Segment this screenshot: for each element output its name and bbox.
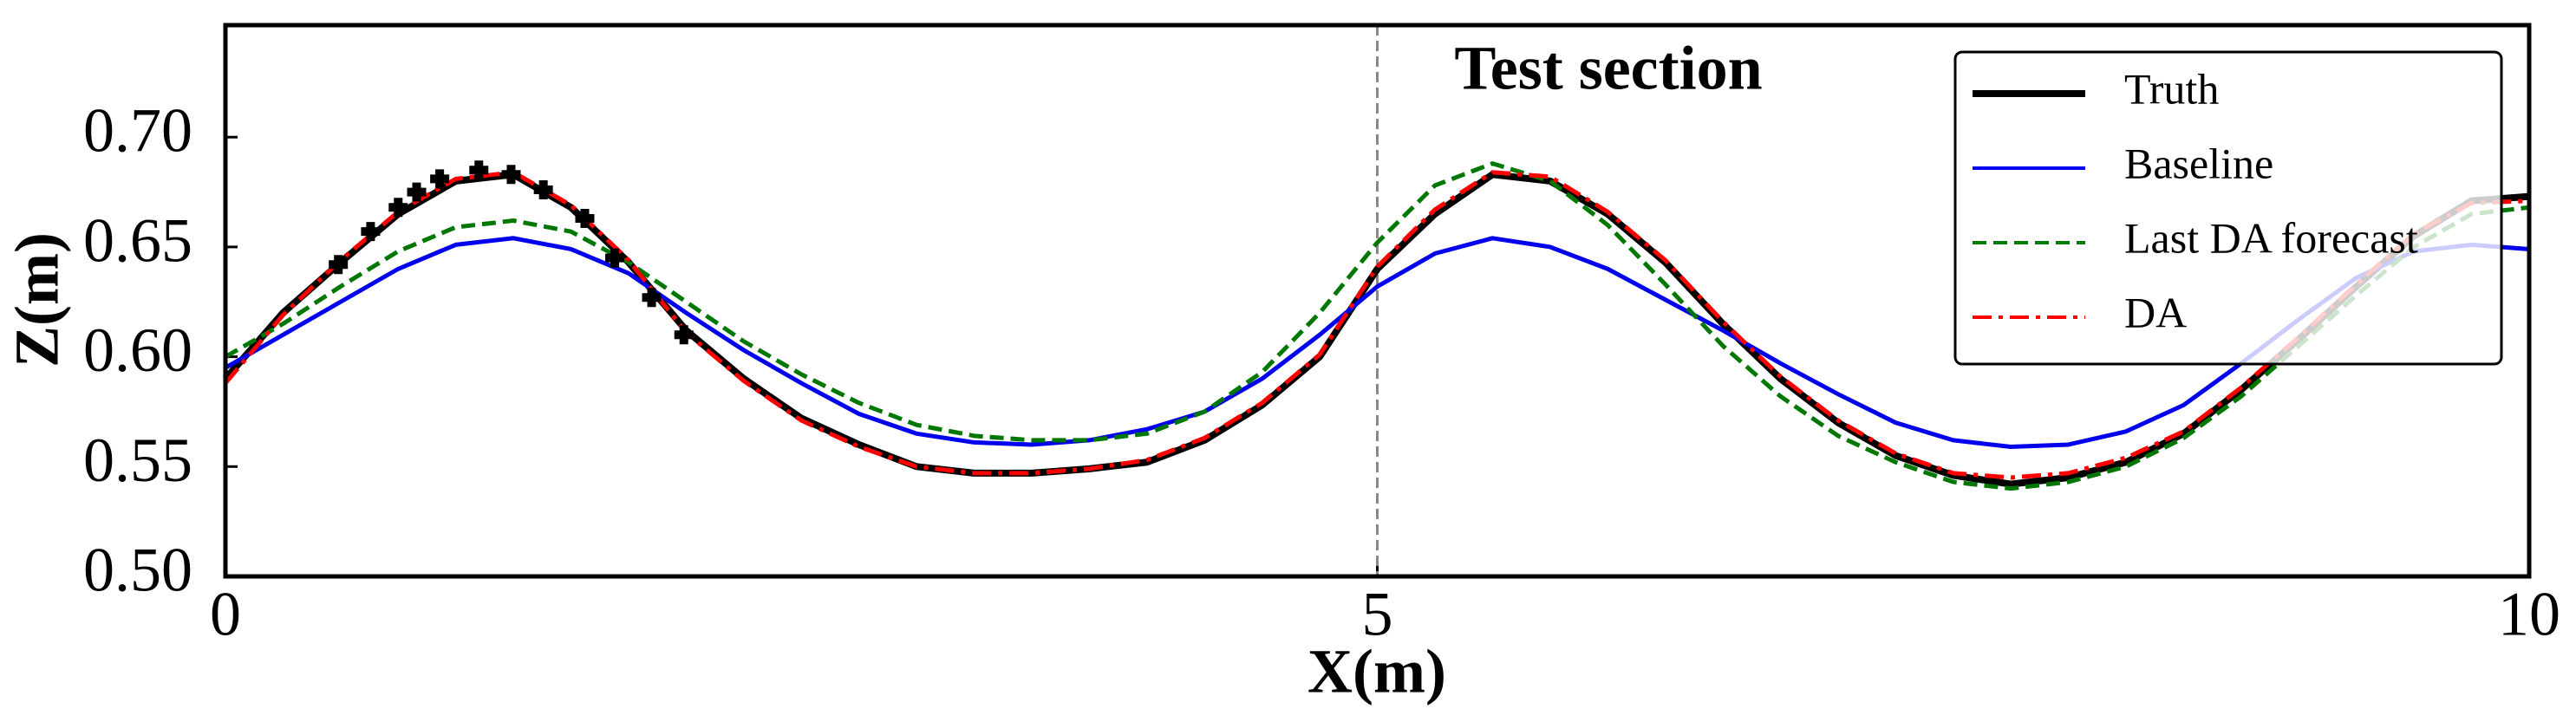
observation-marker — [388, 198, 408, 218]
legend-box — [1953, 50, 2503, 366]
observation-marker — [605, 248, 625, 268]
y-tick-label: 0.50 — [83, 536, 192, 605]
observation-marker — [533, 180, 553, 200]
x-tick-label: 5 — [1362, 580, 1393, 649]
x-tick-label: 10 — [2498, 580, 2560, 649]
series-line — [224, 161, 2530, 491]
y-tick-label: 0.70 — [83, 96, 192, 166]
y-tick-label: 0.65 — [83, 205, 192, 275]
observation-marker — [361, 222, 381, 242]
legend-label: Last DA forecast — [2124, 213, 2418, 262]
observation-marker — [674, 325, 694, 345]
x-tick-label: 0 — [210, 580, 241, 649]
annotation: Test section — [1454, 34, 1762, 103]
y-tick-label: 0.55 — [83, 426, 192, 495]
observation-marker — [407, 182, 427, 202]
observation-marker — [501, 165, 521, 185]
observation-marker — [642, 288, 662, 308]
series-line — [224, 170, 2530, 480]
y-tick-label: 0.60 — [83, 315, 192, 385]
y-axis-label: Z(m) — [3, 232, 72, 368]
observation-marker — [329, 255, 349, 275]
legend-label: DA — [2124, 288, 2187, 336]
legend-label: Truth — [2124, 64, 2219, 113]
legend-label: Baseline — [2124, 139, 2273, 187]
x-axis-label: X(m) — [1308, 637, 1446, 706]
observation-marker — [469, 160, 489, 180]
observation-marker — [575, 208, 595, 228]
plot-frame — [223, 23, 2532, 579]
observation-marker — [430, 169, 450, 189]
series-line — [224, 236, 2530, 450]
